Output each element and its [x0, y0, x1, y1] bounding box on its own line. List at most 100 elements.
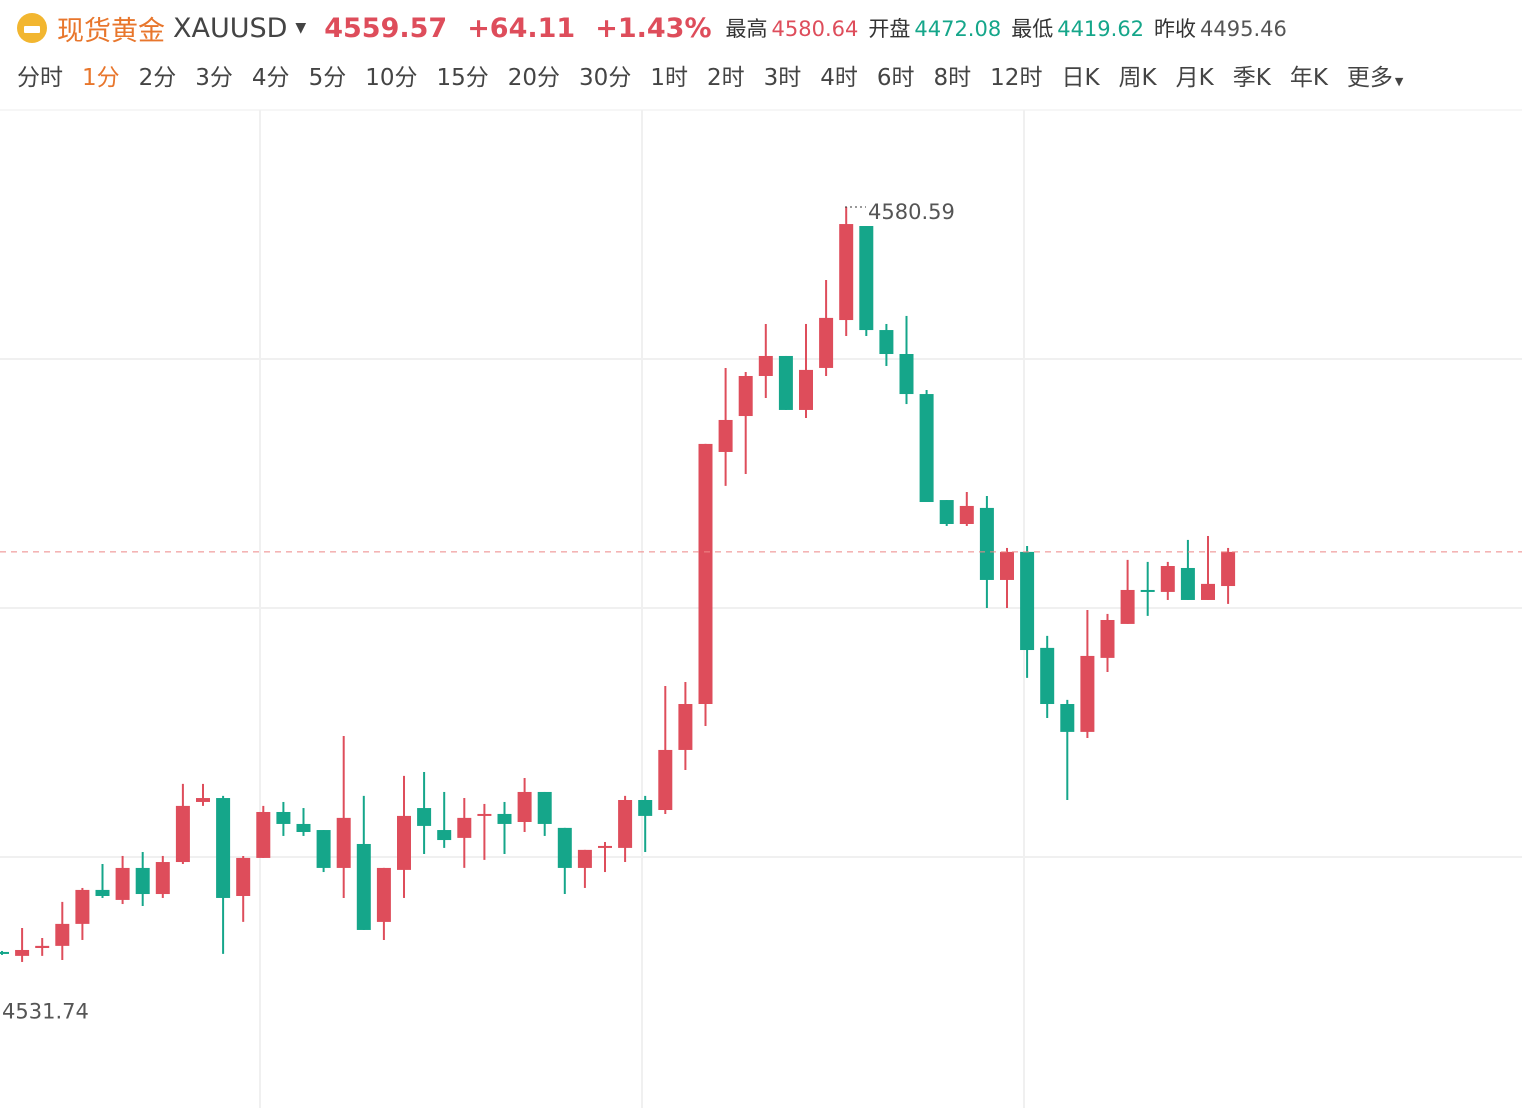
candle-body: [638, 800, 653, 816]
candle-body: [1201, 583, 1215, 600]
change: +64.11: [467, 12, 576, 44]
grid: [0, 110, 1522, 1108]
candle-body: [758, 355, 773, 376]
period-tab[interactable]: 10分: [365, 65, 418, 91]
header: 现货黄金 XAUUSD ▼ 4559.57 +64.11 +1.43% 最高 45…: [0, 8, 1297, 48]
candle-body: [236, 857, 251, 896]
more-caret: ▼: [1394, 75, 1404, 88]
candle-body: [839, 224, 854, 321]
stats: 最高 4580.64 开盘 4472.08 最低 4419.62 昨收 4495.46: [726, 13, 1297, 43]
period-tab[interactable]: 日K: [1061, 65, 1100, 91]
candle-body: [778, 355, 793, 410]
candle-body: [658, 749, 673, 811]
stat-value: 4419.62: [1057, 17, 1145, 41]
stat-value: 4495.46: [1200, 17, 1287, 41]
price: 4559.57: [324, 12, 448, 44]
min-label: 4531.74: [2, 1000, 89, 1024]
period-tab[interactable]: 3分: [195, 65, 233, 91]
candle-body: [336, 817, 351, 868]
candle-body: [457, 817, 472, 838]
period-tab[interactable]: 4时: [820, 65, 858, 91]
candle-body: [1000, 551, 1014, 580]
stat-label: 最低: [1011, 17, 1054, 41]
symbol[interactable]: XAUUSD: [173, 12, 288, 44]
candle-body: [618, 800, 633, 848]
period-tab[interactable]: 季K: [1232, 65, 1271, 91]
period-tab[interactable]: 更多 ▼: [1346, 65, 1404, 91]
candle-body: [698, 443, 713, 705]
candle-body: [899, 354, 914, 395]
candle-body: [517, 791, 532, 822]
candle-body: [859, 226, 874, 331]
candle-body: [376, 867, 391, 922]
period-tab[interactable]: 6时: [876, 65, 915, 91]
candle-body: [879, 330, 894, 355]
candle-body: [799, 369, 813, 410]
stat-label: 昨收: [1154, 17, 1197, 41]
candle-body: [397, 815, 411, 870]
period-tab[interactable]: 分时: [17, 65, 63, 91]
candle-body: [115, 867, 130, 900]
candle-body: [979, 507, 994, 580]
period-tab[interactable]: 月K: [1175, 65, 1214, 91]
max-label: 4580.59: [868, 200, 955, 224]
caret[interactable]: ▼: [295, 20, 307, 36]
candle-body: [316, 830, 331, 868]
candle-body: [1120, 589, 1135, 624]
candle-body: [598, 845, 612, 848]
period-tab[interactable]: 2时: [706, 65, 745, 91]
candle-body: [919, 394, 934, 503]
period-tab[interactable]: 周K: [1118, 65, 1157, 91]
candle-body: [557, 827, 572, 868]
period-tab[interactable]: 2分: [138, 65, 177, 91]
period-tabs: 分时 1分 2分 3分 4分 5分 10分 15分 20分 30分 1时 2时 3时 4时 6时 8时 12时日…: [17, 58, 1403, 92]
candle-body: [155, 862, 170, 895]
candle-body: [95, 889, 110, 896]
candle-body: [577, 849, 592, 868]
candle-body: [276, 811, 291, 824]
period-tab[interactable]: 30分: [579, 65, 632, 91]
candle-body: [1060, 704, 1075, 732]
candle-body: [356, 843, 371, 930]
candle-body: [196, 798, 210, 802]
candle-body: [1100, 619, 1115, 658]
period-tab[interactable]: 1分: [82, 65, 120, 91]
period-tab[interactable]: 1时: [650, 65, 688, 91]
candle-body: [1160, 566, 1175, 592]
candle-body: [477, 813, 492, 816]
candle-body: [1140, 589, 1155, 592]
candle-body: [15, 949, 30, 956]
stat-label: 开盘: [868, 17, 911, 41]
candle-body: [75, 889, 90, 924]
candle-body: [1080, 655, 1095, 732]
candle-body: [1221, 551, 1236, 587]
period-tab[interactable]: 8时: [933, 65, 972, 91]
change-pct: +1.43%: [595, 12, 712, 44]
name: 现货黄金: [57, 15, 165, 47]
candle-body: [537, 791, 552, 824]
stat-value: 4472.08: [914, 17, 1002, 41]
candle-body: [959, 505, 974, 525]
stat-label: 最高: [725, 17, 768, 41]
stat-value: 4580.64: [771, 17, 859, 41]
period-tab[interactable]: 3时: [763, 65, 802, 91]
period-tab[interactable]: 年K: [1289, 65, 1328, 91]
candle-body: [135, 867, 150, 895]
candle-body: [175, 805, 190, 863]
gold-icon: [17, 13, 47, 43]
candle-body: [718, 419, 733, 452]
candle-body: [819, 317, 834, 368]
candle-body: [296, 823, 311, 832]
candle-body: [1020, 551, 1035, 651]
candle-body: [1040, 647, 1055, 705]
candle-body: [497, 813, 512, 824]
period-tab[interactable]: 15分: [436, 65, 489, 91]
period-tab[interactable]: 4分: [251, 65, 290, 91]
period-tab[interactable]: 12时: [990, 65, 1043, 91]
period-tab[interactable]: 20分: [507, 65, 561, 91]
candle-body: [678, 704, 693, 750]
candle-body: [55, 923, 70, 946]
period-tab[interactable]: 5分: [308, 65, 347, 91]
